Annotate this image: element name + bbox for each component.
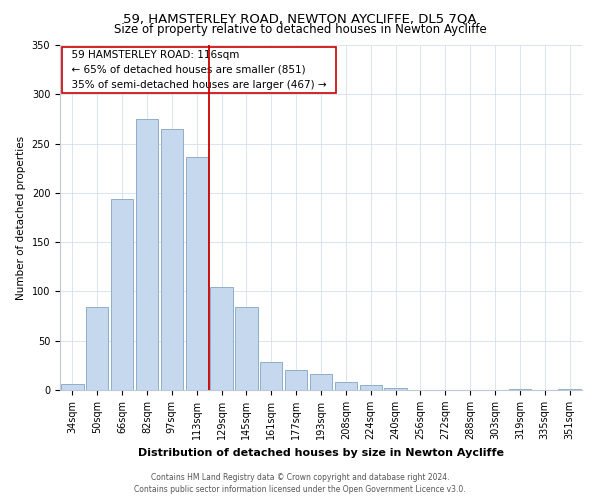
Bar: [111, 199, 133, 390]
Bar: [61, 384, 83, 390]
Bar: [559, 389, 581, 390]
Bar: [310, 374, 332, 390]
Text: 59 HAMSTERLEY ROAD: 116sqm
  ← 65% of detached houses are smaller (851)
  35% of: 59 HAMSTERLEY ROAD: 116sqm ← 65% of deta…: [65, 50, 334, 90]
Bar: [235, 307, 257, 390]
Bar: [86, 307, 109, 390]
Bar: [509, 389, 531, 390]
Bar: [185, 158, 208, 390]
Bar: [285, 370, 307, 390]
Bar: [359, 385, 382, 390]
Bar: [136, 119, 158, 390]
Text: Contains HM Land Registry data © Crown copyright and database right 2024.
Contai: Contains HM Land Registry data © Crown c…: [134, 472, 466, 494]
Bar: [211, 286, 233, 390]
X-axis label: Distribution of detached houses by size in Newton Aycliffe: Distribution of detached houses by size …: [138, 448, 504, 458]
Text: Size of property relative to detached houses in Newton Aycliffe: Size of property relative to detached ho…: [113, 22, 487, 36]
Bar: [385, 388, 407, 390]
Bar: [161, 129, 183, 390]
Bar: [335, 382, 357, 390]
Text: 59, HAMSTERLEY ROAD, NEWTON AYCLIFFE, DL5 7QA: 59, HAMSTERLEY ROAD, NEWTON AYCLIFFE, DL…: [123, 12, 477, 26]
Y-axis label: Number of detached properties: Number of detached properties: [16, 136, 26, 300]
Bar: [260, 362, 283, 390]
